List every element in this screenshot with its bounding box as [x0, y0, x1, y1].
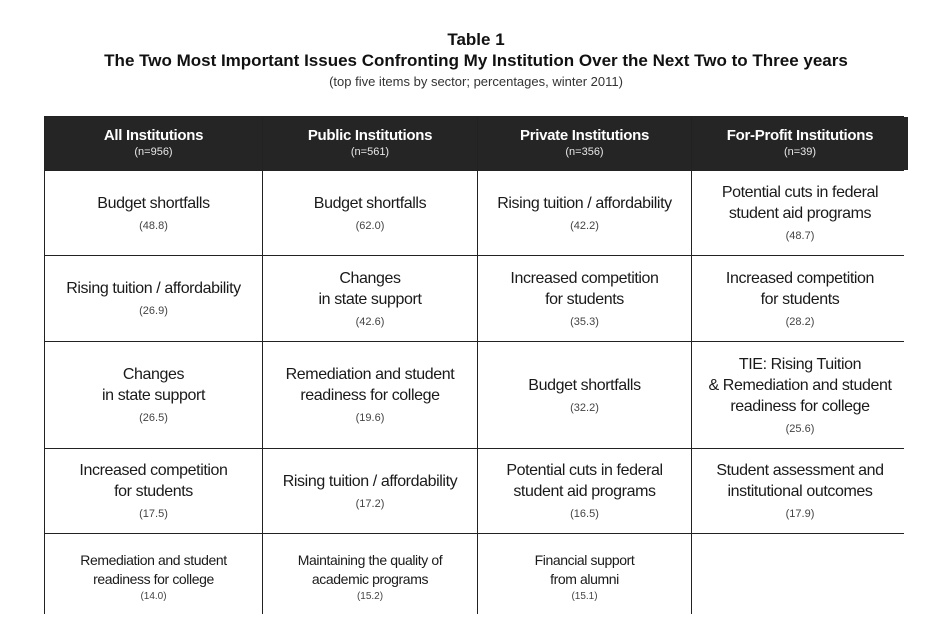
issue-text: TIE: Rising Tuition & Remediation and st…: [708, 355, 892, 415]
issue-text: Budget shortfalls: [313, 194, 427, 212]
issue-percentage: (48.8): [139, 219, 168, 232]
issue-percentage: (62.0): [355, 219, 385, 232]
column-header-public: Public Institutions (n=561): [263, 117, 477, 170]
issue-text: Budget shortfalls: [97, 194, 210, 212]
issue-percentage: (26.5): [139, 412, 168, 424]
column-name: Private Institutions: [519, 127, 650, 144]
issue-percentage: (35.3): [570, 315, 599, 328]
issue-percentage: (14.0): [140, 591, 167, 602]
column-name: For-Profit Institutions: [726, 127, 874, 144]
issue-percentage: (42.6): [355, 315, 385, 328]
issue-text: Remediation and student readiness for co…: [285, 366, 455, 404]
column-header-private: Private Institutions (n=356): [478, 117, 691, 170]
column-header-all: All Institutions (n=956): [45, 117, 262, 170]
issue-text: Rising tuition / affordability: [282, 472, 458, 490]
table-cell: Remediation and student readiness for co…: [45, 534, 262, 620]
table-subtitle: (top five items by sector; percentages, …: [329, 74, 623, 89]
issue-percentage: (26.9): [139, 305, 168, 317]
issue-text: Increased competition for students: [510, 269, 659, 308]
table-cell: Budget shortfalls (62.0): [263, 171, 477, 255]
table-cell: Remediation and student readiness for co…: [263, 342, 477, 448]
issue-text: Budget shortfalls: [528, 376, 641, 394]
table-cell: Rising tuition / affordability (26.9): [45, 256, 262, 341]
issue-text: Rising tuition / affordability: [66, 280, 241, 297]
column-name: Public Institutions: [307, 127, 433, 144]
issues-table: All Institutions (n=956) Public Institut…: [44, 116, 908, 620]
issue-text: Remediation and student readiness for co…: [80, 552, 227, 587]
table-cell: Increased competition for students (17.5…: [45, 449, 262, 533]
issue-percentage: (15.2): [356, 591, 384, 602]
table-cell: Budget shortfalls (48.8): [45, 171, 262, 255]
table-cell: Potential cuts in federal student aid pr…: [478, 449, 691, 533]
issue-percentage: (42.2): [570, 219, 599, 232]
table-cell: Maintaining the quality of academic prog…: [263, 534, 477, 620]
table-cell: Increased competition for students (35.3…: [478, 256, 691, 341]
table-cell: Changes in state support (26.5): [45, 342, 262, 448]
table-cell: Student assessment and institutional out…: [692, 449, 908, 533]
issue-percentage: (16.5): [570, 508, 599, 520]
issue-text: Increased competition for students: [725, 269, 875, 308]
issue-percentage: (15.1): [571, 591, 598, 602]
issue-percentage: (48.7): [785, 230, 815, 242]
table-cell-empty: [692, 534, 908, 620]
issue-text: Potential cuts in federal student aid pr…: [506, 462, 663, 500]
table-cell: Rising tuition / affordability (42.2): [478, 171, 691, 255]
issue-percentage: (19.6): [355, 412, 385, 424]
column-count: (n=39): [783, 146, 817, 158]
column-header-for-profit: For-Profit Institutions (n=39): [692, 117, 908, 170]
table-cell: Changes in state support (42.6): [263, 256, 477, 341]
column-count: (n=561): [350, 146, 390, 158]
issue-text: Financial support from alumni: [534, 552, 635, 587]
issue-text: Maintaining the quality of academic prog…: [297, 552, 443, 587]
table-header: Table 1 The Two Most Important Issues Co…: [0, 30, 952, 92]
issue-text: Student assessment and institutional out…: [716, 462, 884, 500]
issue-percentage: (17.2): [355, 497, 385, 510]
issue-text: Changes in state support: [102, 366, 205, 404]
issue-percentage: (32.2): [570, 401, 599, 414]
table-title: The Two Most Important Issues Confrontin…: [104, 51, 848, 70]
table-cell: Increased competition for students (28.2…: [692, 256, 908, 341]
issue-text: Potential cuts in federal student aid pr…: [721, 184, 879, 222]
issue-percentage: (28.2): [785, 315, 815, 328]
issue-percentage: (17.5): [139, 508, 168, 520]
issue-text: Changes in state support: [318, 269, 422, 308]
issue-percentage: (25.6): [785, 422, 815, 435]
table-label: Table 1: [447, 30, 505, 49]
issue-percentage: (17.9): [785, 508, 815, 520]
column-count: (n=356): [565, 146, 604, 158]
table-cell: TIE: Rising Tuition & Remediation and st…: [692, 342, 908, 448]
column-count: (n=956): [134, 146, 173, 158]
table-cell: Budget shortfalls (32.2): [478, 342, 691, 448]
column-name: All Institutions: [103, 127, 204, 144]
issue-text: Increased competition for students: [79, 462, 228, 500]
table-cell: Potential cuts in federal student aid pr…: [692, 171, 908, 255]
table-cell: Rising tuition / affordability (17.2): [263, 449, 477, 533]
issue-text: Rising tuition / affordability: [497, 194, 672, 212]
table-cell: Financial support from alumni (15.1): [478, 534, 691, 620]
